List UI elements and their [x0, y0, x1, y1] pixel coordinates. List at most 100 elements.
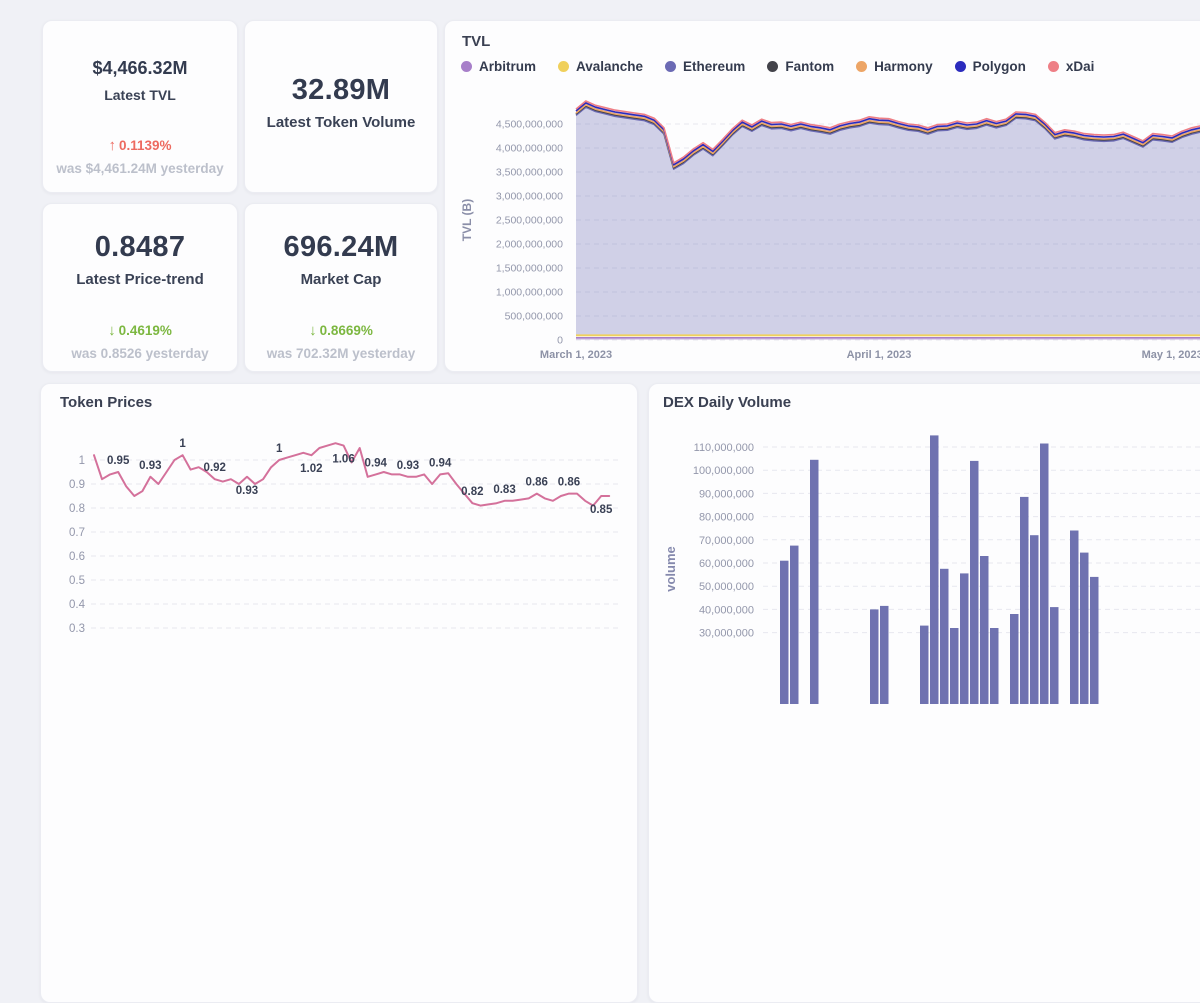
svg-text:3,000,000,000: 3,000,000,000 [496, 191, 563, 203]
legend-item-harmony[interactable]: Harmony [856, 59, 933, 74]
legend-dot-icon [558, 61, 569, 72]
latest-tvl-change: ↑ 0.1139% [108, 137, 171, 154]
series-line-polygon [575, 102, 1200, 166]
volume-bar [970, 460, 979, 704]
legend-label: Ethereum [683, 59, 746, 74]
dex-volume-title: DEX Daily Volume [663, 394, 792, 411]
tvl-chart-card: TVL Arbitrum Avalanche Ethereum Fantom Harmo… [444, 20, 1200, 372]
legend-label: Harmony [874, 59, 933, 74]
svg-text:March 1, 2023: March 1, 2023 [540, 349, 612, 361]
market-cap-change: ↓ 0.8669% [309, 322, 373, 339]
stat-card-market-cap: 696.24M Market Cap ↓ 0.8669% was 702.32M … [244, 203, 438, 372]
stat-card-token-volume: 32.89M Latest Token Volume [244, 20, 438, 193]
svg-text:0.9: 0.9 [69, 479, 85, 491]
legend-dot-icon [954, 61, 966, 72]
market-cap-change-value: 0.8669% [319, 323, 373, 338]
volume-bar [1070, 530, 1079, 704]
tvl-axis: 0 500,000,000 1,000,000,000 1,500,000,000 2,… [460, 119, 1200, 361]
svg-text:1,500,000,000: 1,500,000,000 [496, 263, 563, 275]
series-line-harmony [575, 104, 1200, 168]
token-price-line [93, 442, 611, 507]
point-label: 0.95 [107, 455, 130, 467]
token-prices-line-chart: 10.90.80.70.60.50.40.30.95 0.9310.920.931… [69, 438, 621, 635]
legend-item-polygon[interactable]: Polygon [954, 59, 1026, 74]
tvl-chart-title: TVL [462, 33, 491, 50]
volume-bar [790, 545, 799, 704]
latest-tvl-label: Latest TVL [104, 87, 176, 103]
dex-volume-card: DEX Daily Volume 110,000,000 100,000,000 9… [648, 383, 1200, 1003]
legend-item-fantom[interactable]: Fantom [767, 59, 834, 74]
legend-dot-icon [1047, 61, 1059, 72]
volume-bar [960, 573, 969, 704]
price-trend-previous: was 0.8526 yesterday [71, 346, 209, 361]
series-line-ethereum [575, 106, 1200, 170]
series-area-ethereum [576, 107, 1200, 336]
svg-text:2,000,000,000: 2,000,000,000 [496, 239, 563, 251]
svg-text:0.7: 0.7 [69, 527, 85, 539]
volume-bar [1020, 496, 1029, 704]
svg-text:0.3: 0.3 [69, 623, 85, 635]
svg-text:1,000,000,000: 1,000,000,000 [496, 287, 563, 299]
latest-tvl-previous: was $4,461.24M yesterday [56, 161, 224, 176]
volume-bar [780, 560, 789, 704]
legend-label: Arbitrum [479, 59, 536, 74]
svg-text:90,000,000: 90,000,000 [699, 488, 754, 500]
legend-item-arbitrum[interactable]: Arbitrum [461, 59, 536, 74]
svg-text:40,000,000: 40,000,000 [699, 604, 754, 616]
volume-bar [920, 625, 929, 704]
point-label: 0.92 [204, 462, 226, 474]
svg-text:0.5: 0.5 [69, 575, 85, 587]
legend-label: xDai [1065, 59, 1095, 74]
svg-text:3,500,000,000: 3,500,000,000 [496, 167, 563, 179]
point-label: 0.93 [139, 460, 161, 472]
legend-dot-icon [461, 61, 472, 72]
latest-tvl-change-value: 0.1139% [118, 138, 172, 153]
svg-text:30,000,000: 30,000,000 [699, 628, 754, 640]
volume-bar [950, 628, 959, 704]
point-label: 1.02 [300, 463, 322, 475]
volume-bar [810, 459, 819, 704]
svg-text:80,000,000: 80,000,000 [699, 512, 754, 524]
up-arrow-icon: ↑ [108, 137, 116, 154]
tvl-area-chart: 0 500,000,000 1,000,000,000 1,500,000,000 2,… [460, 100, 1200, 361]
price-trend-value: 0.8487 [94, 231, 186, 263]
point-label: 1.06 [332, 454, 354, 466]
stat-card-price-trend: 0.8487 Latest Price-trend ↓ 0.4619% was 0… [42, 203, 238, 372]
svg-text:4,500,000,000: 4,500,000,000 [496, 119, 563, 131]
point-label: 0.93 [397, 460, 419, 472]
volume-bar [940, 568, 949, 704]
svg-text:0.6: 0.6 [69, 551, 85, 563]
legend-item-avalanche[interactable]: Avalanche [558, 59, 643, 74]
market-cap-previous: was 702.32M yesterday [266, 346, 416, 361]
legend-dot-icon [767, 61, 779, 72]
svg-text:1: 1 [79, 455, 85, 467]
token-prices-card: Token Prices 1 0.9 0.8 0.7 0.6 0.5 0.4 0.3 0.95 0… [40, 383, 638, 1003]
volume-bar [1090, 576, 1099, 704]
svg-text:110,000,000: 110,000,000 [694, 442, 754, 454]
svg-text:2,500,000,000: 2,500,000,000 [496, 215, 563, 227]
point-label: 1 [276, 443, 283, 455]
svg-text:April 1, 2023: April 1, 2023 [847, 349, 912, 361]
token-volume-label: Latest Token Volume [266, 114, 416, 131]
volume-bar [1010, 614, 1019, 704]
tvl-chart-legend: Arbitrum Avalanche Ethereum Fantom Harmony Po… [461, 59, 1094, 74]
price-trend-change-value: 0.4619% [118, 323, 172, 338]
volume-bar [1050, 607, 1059, 704]
legend-item-xdai[interactable]: xDai [1047, 59, 1095, 74]
token-volume-value: 32.89M [291, 74, 391, 106]
price-axis: 1 0.9 0.8 0.7 0.6 0.5 0.4 0.3 [69, 455, 621, 635]
price-trend-change: ↓ 0.4619% [108, 322, 172, 339]
legend-label: Polygon [972, 59, 1026, 74]
svg-text:0.4: 0.4 [69, 599, 86, 611]
volume-bar [880, 605, 889, 704]
price-trend-label: Latest Price-trend [76, 271, 204, 288]
svg-text:0: 0 [557, 335, 563, 347]
volume-bar [870, 609, 879, 704]
legend-dot-icon [856, 61, 868, 72]
svg-text:May 1, 2023: May 1, 2023 [1142, 349, 1200, 361]
svg-text:100,000,000: 100,000,000 [693, 465, 754, 477]
down-arrow-icon: ↓ [309, 322, 317, 339]
volume-bar [1030, 535, 1039, 704]
point-label: 0.94 [429, 457, 452, 469]
legend-item-ethereum[interactable]: Ethereum [665, 59, 745, 74]
